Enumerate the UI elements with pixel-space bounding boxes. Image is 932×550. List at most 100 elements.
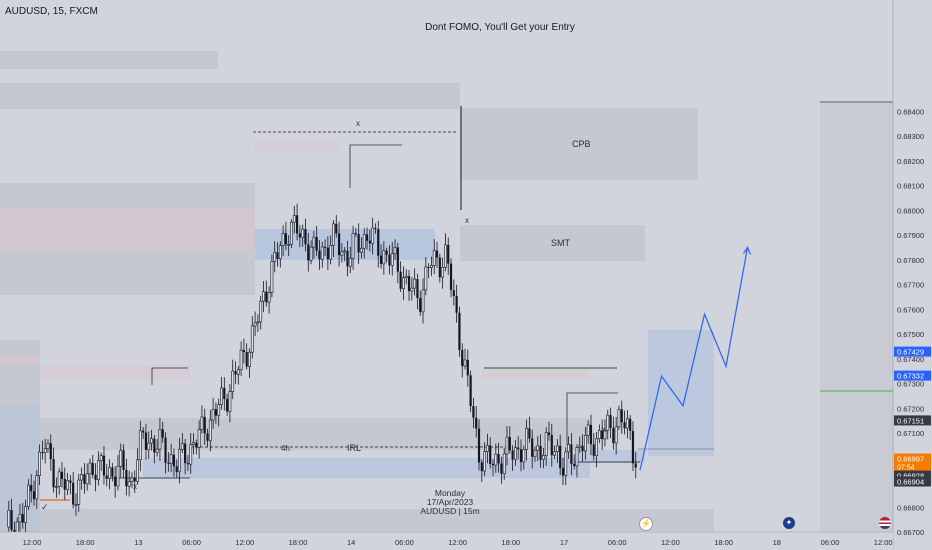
candle-body — [206, 433, 209, 441]
candle-outline — [360, 247, 363, 253]
candle-body — [167, 462, 170, 464]
candle-body — [365, 234, 369, 241]
candle-body — [511, 450, 514, 460]
candle-outline — [586, 424, 590, 436]
candle-body — [321, 246, 324, 260]
candle-body — [337, 233, 341, 256]
candle-body — [133, 477, 136, 482]
candle-body — [522, 449, 525, 462]
candle-outline — [617, 409, 621, 428]
candle-body — [343, 250, 346, 252]
candle-body — [94, 474, 97, 480]
candle-body — [69, 480, 72, 483]
candle-outline — [197, 429, 201, 448]
candle-body — [430, 265, 433, 268]
candle-body — [489, 445, 492, 464]
candle-body — [405, 276, 408, 278]
candle-body — [402, 277, 405, 289]
candle-body — [18, 514, 22, 522]
x-tick-label: 18:00 — [289, 538, 308, 547]
chart-watermark: Monday 17/Apr/2023 AUDUSD | 15m — [365, 489, 535, 516]
candle-body — [245, 352, 248, 367]
price-tag — [894, 476, 931, 487]
candle-body — [385, 250, 388, 255]
candle-body — [469, 375, 472, 407]
candle-outline — [231, 370, 235, 392]
candle-outline — [555, 445, 559, 452]
candle-outline — [35, 475, 39, 500]
candle-outline — [567, 444, 570, 453]
candle-outline — [77, 479, 81, 505]
candle-outline — [430, 265, 433, 268]
candle-outline — [390, 253, 394, 266]
candle-outline — [597, 430, 601, 440]
sweep-mark: x — [602, 425, 606, 434]
candle-body — [58, 471, 61, 487]
candle-body — [349, 258, 352, 267]
candle-body — [612, 428, 615, 444]
candle-outline — [99, 455, 103, 461]
x-tick-label: 12:00 — [874, 538, 893, 547]
y-tick-label: 0.68300 — [897, 132, 924, 141]
candle-body — [533, 450, 537, 457]
y-tick-label: 0.68400 — [897, 107, 924, 116]
candle-body — [589, 424, 593, 445]
candle-outline — [281, 233, 285, 246]
candle-body — [295, 215, 299, 234]
candle-body — [226, 398, 229, 412]
candle-outline — [80, 474, 83, 481]
candle-body — [16, 521, 19, 540]
candle-outline — [614, 426, 618, 444]
supply-zone — [255, 141, 340, 153]
us-flag-icon[interactable] — [879, 517, 891, 529]
candle-body — [281, 233, 285, 246]
candle-outline — [309, 246, 313, 261]
candle-outline — [444, 244, 447, 268]
candle-outline — [603, 429, 607, 440]
candle-body — [293, 215, 296, 223]
timeframe-label: 4h — [281, 444, 290, 453]
candle-body — [203, 416, 206, 434]
candle-body — [332, 223, 335, 246]
candle-body — [584, 435, 587, 452]
candle-body — [525, 428, 528, 450]
symbol-title[interactable]: AUDUSD, 15, FXCM — [5, 6, 98, 17]
candle-outline — [130, 477, 134, 482]
candle-body — [256, 321, 259, 323]
price-tag-label: 0.67332 — [897, 372, 924, 381]
candle-body — [276, 252, 279, 259]
x-tick-label: 12:00 — [235, 538, 254, 547]
watermark-day: Monday — [434, 488, 466, 498]
candle-outline — [351, 233, 355, 259]
candle-body — [480, 462, 483, 472]
candle-body — [170, 454, 173, 464]
australia-flag-icon[interactable]: ✦ — [783, 517, 795, 529]
candle-outline — [18, 513, 22, 523]
candle-outline — [138, 430, 142, 461]
candle-outline — [24, 506, 27, 523]
candle-body — [172, 454, 176, 467]
candle-outline — [541, 455, 545, 460]
price-tag — [894, 453, 931, 472]
candle-body — [279, 245, 282, 259]
candle-body — [41, 452, 44, 454]
candle-body — [396, 247, 399, 272]
bracket-line — [566, 392, 618, 445]
candle-body — [363, 234, 366, 249]
lightning-icon[interactable]: ⚡ — [639, 517, 653, 531]
candle-body — [312, 237, 315, 248]
candle-body — [634, 463, 637, 468]
y-tick-label: 0.68200 — [897, 157, 924, 166]
price-tag-label: 0.67151 — [897, 416, 924, 425]
candle-body — [198, 429, 201, 448]
candle-body — [150, 438, 153, 444]
candle-outline — [513, 447, 517, 460]
candle-outline — [108, 467, 111, 479]
candle-outline — [463, 359, 467, 367]
candle-outline — [332, 223, 335, 246]
candle-body — [377, 229, 380, 256]
smt-label: SMT — [551, 238, 570, 248]
candle-outline — [250, 325, 254, 353]
